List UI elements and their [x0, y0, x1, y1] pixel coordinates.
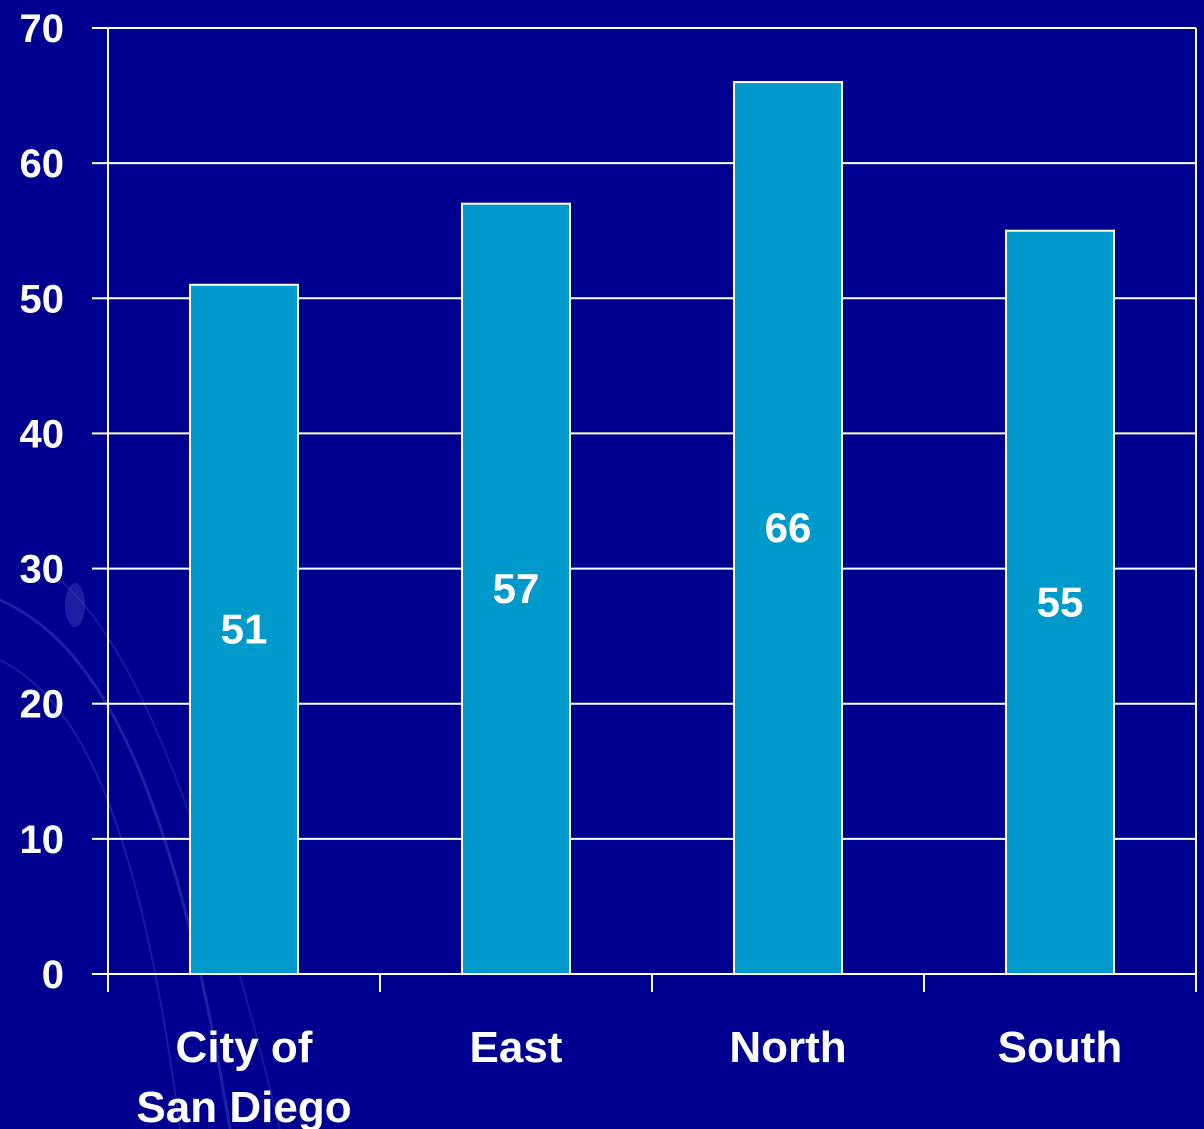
data-label-3: 66 — [765, 504, 812, 551]
y-tick-label-0: 0 — [42, 953, 64, 997]
x-category-label-1-line-1: City of — [176, 1023, 313, 1072]
y-tick-label-70: 70 — [20, 7, 65, 51]
y-tick-label-30: 30 — [20, 548, 65, 592]
bar-2 — [461, 202, 571, 975]
data-label-2: 57 — [493, 565, 540, 612]
bar-4 — [1005, 229, 1115, 975]
y-tick-label-10: 10 — [20, 818, 65, 862]
bar-1 — [189, 283, 299, 975]
bar-3 — [733, 81, 843, 976]
bars — [189, 81, 1115, 976]
y-axis-tick-labels: 0 10 20 30 40 50 60 70 — [20, 7, 65, 997]
x-axis-category-labels: City of San Diego East North South — [136, 1023, 1122, 1129]
data-labels: 51 57 66 55 — [221, 504, 1084, 652]
x-category-label-4: South — [998, 1023, 1123, 1072]
y-tick-label-20: 20 — [20, 683, 65, 727]
y-tick-label-50: 50 — [20, 277, 65, 321]
x-category-label-3: North — [729, 1023, 846, 1072]
x-category-label-1-line-2: San Diego — [136, 1083, 351, 1129]
x-category-label-2: East — [470, 1023, 563, 1072]
y-tick-label-40: 40 — [20, 412, 65, 456]
background-swoosh-decoration — [0, 579, 281, 1129]
data-label-4: 55 — [1037, 578, 1084, 625]
data-label-1: 51 — [221, 605, 268, 652]
y-tick-label-60: 60 — [20, 142, 65, 186]
